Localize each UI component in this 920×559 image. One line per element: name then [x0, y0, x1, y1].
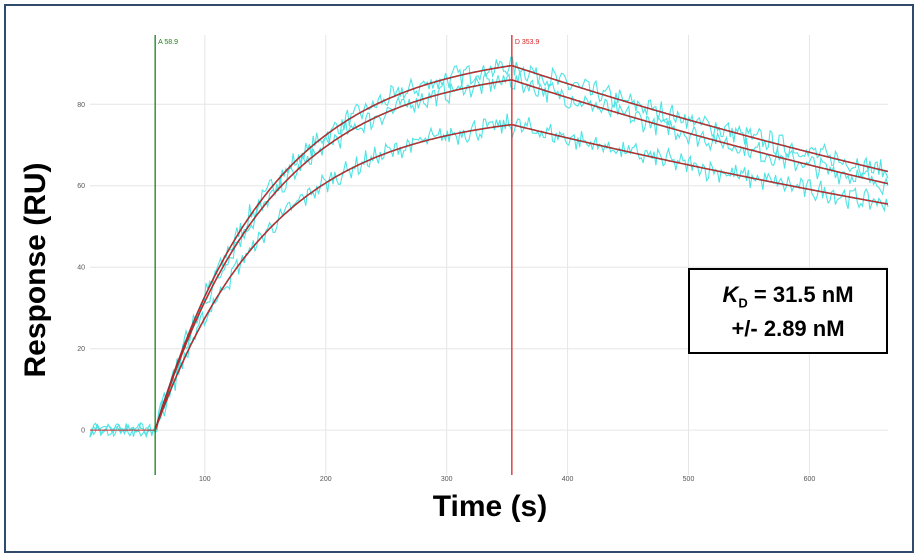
grid	[90, 35, 888, 475]
fit-curve-shadow	[154, 64, 512, 431]
y-tick-label: 20	[77, 346, 85, 353]
kd-subscript: D	[738, 295, 748, 311]
phase-marker-label: A 58.9	[158, 39, 178, 46]
x-tick-label: 400	[562, 476, 574, 483]
fit-curve-association	[154, 124, 512, 431]
y-tick-label: 60	[77, 183, 85, 190]
x-axis-label: Time (s)	[432, 490, 548, 523]
y-tick-label: 0	[81, 428, 85, 435]
fit-curve-dissociation	[511, 124, 889, 205]
phase-markers: A 58.9 D 353.9	[154, 35, 540, 475]
y-tick-label: 80	[77, 102, 85, 109]
fit-curve-association	[154, 79, 512, 431]
kd-value: = 31.5 nM	[753, 282, 854, 307]
kd-error: +/- 2.89 nM	[731, 316, 845, 342]
y-axis-label-container: Response (RU)	[6, 120, 66, 420]
x-tick-label: 500	[683, 476, 695, 483]
measured-curve	[89, 70, 889, 439]
x-tick-label: 200	[320, 476, 332, 483]
y-axis-label: Response (RU)	[19, 162, 52, 378]
measured-curve	[89, 56, 889, 438]
phase-marker-label: D 353.9	[515, 39, 540, 46]
fit-curves	[90, 64, 889, 431]
kd-annotation-box: KD = 31.5 nM +/- 2.89 nM	[688, 268, 888, 354]
y-tick-label: 40	[77, 265, 85, 272]
x-tick-label: 300	[441, 476, 453, 483]
fit-curve-dissociation	[511, 65, 889, 172]
x-tick-label: 600	[804, 476, 816, 483]
x-tick-label: 100	[199, 476, 211, 483]
tick-labels: 100 200 300 400 500 600 0 20 40 60 80	[77, 102, 815, 483]
measured-curve	[89, 113, 889, 438]
fit-curve-association	[154, 65, 512, 431]
kd-value-line: KD = 31.5 nM	[690, 282, 886, 310]
kd-symbol: K	[722, 282, 739, 307]
data-curves	[89, 56, 889, 439]
fit-curve-dissociation	[511, 79, 889, 185]
fit-curve-shadow	[154, 123, 513, 431]
